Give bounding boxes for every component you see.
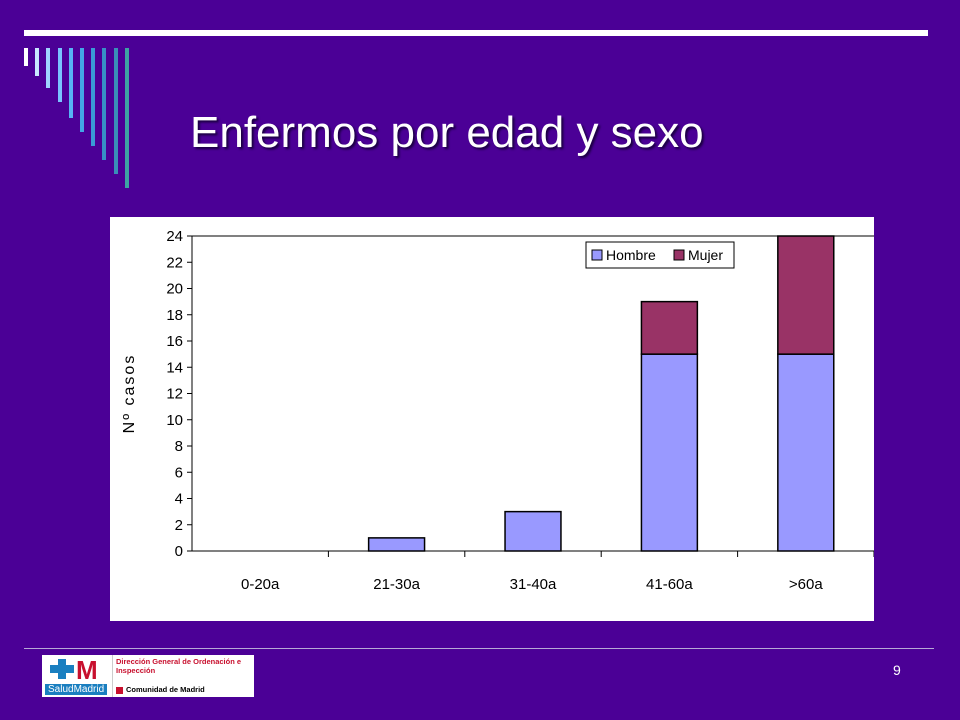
footer-logo: M SaludMadrid Dirección General de Orden… [42,655,254,697]
legend-box [585,241,735,269]
logo-brand-text: SaludMadrid [45,684,108,695]
legend-label: Mujer [688,247,723,263]
x-tick-label: 21-30a [373,576,420,593]
department-block: Dirección General de Ordenación e Inspec… [116,657,252,695]
region-label: Comunidad de Madrid [126,685,205,694]
region-flag-icon [116,686,123,694]
medical-cross-icon [50,659,74,679]
x-tick-label: >60a [789,576,823,593]
bar-hombre [367,537,426,552]
x-tick-label: 41-60a [646,576,693,593]
decorative-stripe [24,48,28,66]
legend-swatch [591,249,603,261]
decorative-stripe [102,48,107,160]
top-divider-line [24,30,928,36]
region-name: Comunidad de Madrid [116,685,205,694]
y-tick-label: 8 [175,438,183,455]
bar-mujer [777,235,835,355]
x-tick-label: 31-40a [510,576,557,593]
decorative-stripe [113,48,118,174]
department-name: Dirección General de Ordenación e Inspec… [116,657,242,675]
y-tick-label: 16 [166,333,183,350]
decorative-stripe [91,48,96,146]
y-tick-label: 2 [175,517,183,534]
x-tick-label: 0-20a [241,576,280,593]
bar-hombre [504,510,562,552]
y-tick-label: 0 [175,543,183,560]
bar-hombre [640,353,699,552]
decorative-stripe [35,48,40,76]
bar-hombre [777,353,835,552]
legend-swatch [673,249,685,261]
y-tick-label: 4 [175,491,183,508]
y-tick-label: 24 [166,228,183,245]
decorative-stripe [80,48,84,132]
y-tick-label: 6 [175,464,183,481]
bar-mujer [640,300,699,355]
decorative-stripe [68,48,73,118]
chart-area: 0 2 4 6 8 10 12 14 16 18 20 22 24 Nº casos 0-20a 21-30a… [110,217,874,621]
salud-madrid-logo: M SaludMadrid [42,655,113,697]
slide-title: Enfermos por edad y sexo [190,108,704,157]
bottom-divider-line [24,648,934,649]
y-axis-label: Nº casos [121,354,138,434]
decorative-stripe [57,48,62,102]
decorative-stripes [24,48,164,198]
logo-mark: M [76,655,98,685]
page-number: 9 [893,662,901,678]
y-tick-label: 12 [166,386,183,403]
y-tick-label: 18 [166,307,183,324]
legend-label: Hombre [606,247,656,263]
y-tick-label: 14 [166,359,183,376]
decorative-stripe [46,48,51,88]
y-tick-label: 10 [166,412,183,429]
y-tick-label: 22 [166,254,183,271]
y-tick-label: 20 [166,281,183,298]
decorative-stripe [124,48,129,188]
